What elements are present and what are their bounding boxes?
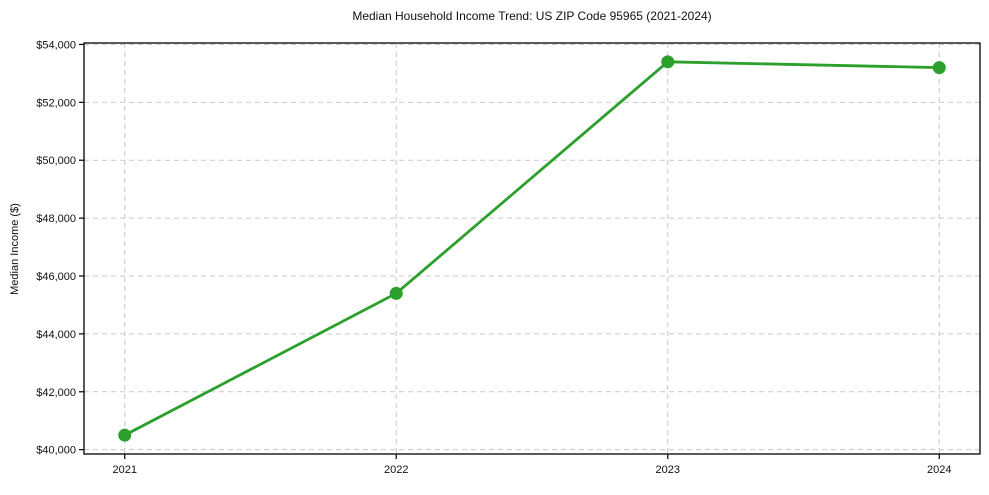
chart-title: Median Household Income Trend: US ZIP Co… bbox=[352, 9, 712, 23]
y-tick-label: $44,000 bbox=[36, 329, 76, 341]
plot-border bbox=[83, 42, 981, 455]
y-tick-label: $50,000 bbox=[36, 155, 76, 167]
x-tick-label: 2024 bbox=[927, 464, 951, 476]
data-point-marker bbox=[118, 428, 132, 442]
x-tick-label: 2022 bbox=[384, 464, 408, 476]
y-tick-label: $42,000 bbox=[36, 387, 76, 399]
data-point-marker bbox=[389, 286, 403, 300]
data-point-marker bbox=[932, 61, 946, 75]
x-tick-label: 2021 bbox=[112, 464, 136, 476]
y-tick-label: $48,000 bbox=[36, 213, 76, 225]
x-tick-label: 2023 bbox=[656, 464, 680, 476]
y-tick-label: $46,000 bbox=[36, 271, 76, 283]
y-tick-label: $54,000 bbox=[36, 39, 76, 51]
y-axis-label: Median Income ($) bbox=[9, 203, 21, 295]
trend-line bbox=[123, 60, 941, 437]
y-tick-label: $40,000 bbox=[36, 445, 76, 457]
data-point-marker bbox=[661, 55, 675, 69]
y-tick-label: $52,000 bbox=[36, 97, 76, 109]
